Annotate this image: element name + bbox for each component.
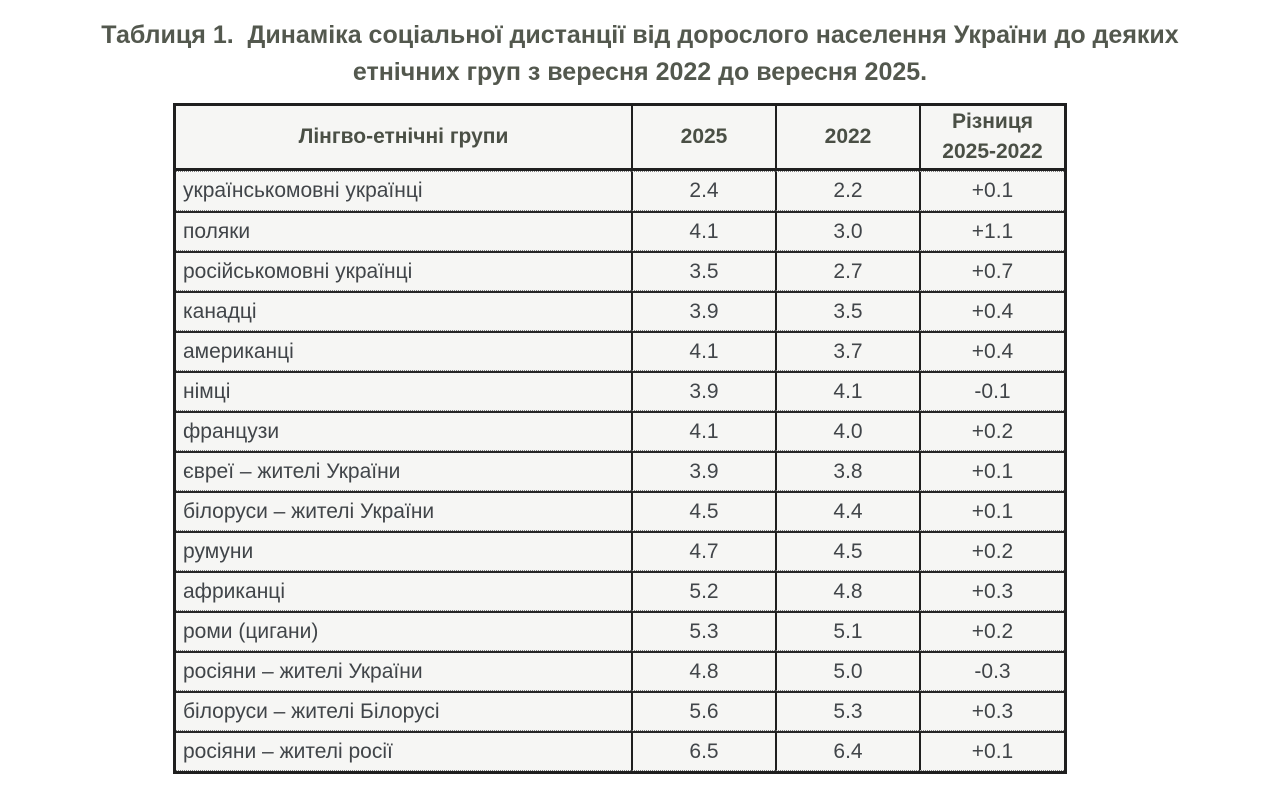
- value-cell: 6.4: [775, 731, 919, 771]
- header-2022: 2022: [775, 106, 919, 171]
- value-cell: 5.0: [775, 651, 919, 691]
- value-cell: 3.7: [775, 331, 919, 371]
- value-cell: 2.7: [775, 251, 919, 291]
- value-cell: 4.5: [631, 491, 775, 531]
- value-cell: +1.1: [919, 211, 1064, 251]
- header-row: Лінгво-етнічні групи 2025 2022 Різниця 2…: [176, 106, 1064, 171]
- value-cell: 2.4: [631, 171, 775, 211]
- header-difference-2025-2022: Різниця 2025-2022: [919, 106, 1064, 171]
- value-cell: 4.8: [775, 571, 919, 611]
- value-cell: 3.9: [631, 291, 775, 331]
- group-name-cell: поляки: [176, 211, 631, 251]
- value-cell: 3.9: [631, 371, 775, 411]
- value-cell: 3.8: [775, 451, 919, 491]
- value-cell: 6.5: [631, 731, 775, 771]
- value-cell: 4.0: [775, 411, 919, 451]
- group-name-cell: російськомовні українці: [176, 251, 631, 291]
- table-row: роми (цигани) 5.3 5.1 +0.2: [176, 611, 1064, 651]
- table-row: євреї – жителі України 3.9 3.8 +0.1: [176, 451, 1064, 491]
- value-cell: 5.1: [775, 611, 919, 651]
- value-cell: 4.8: [631, 651, 775, 691]
- value-cell: 5.3: [631, 611, 775, 651]
- value-cell: 3.5: [631, 251, 775, 291]
- value-cell: 4.1: [631, 411, 775, 451]
- table-header: Лінгво-етнічні групи 2025 2022 Різниця 2…: [176, 106, 1064, 171]
- table-row: французи 4.1 4.0 +0.2: [176, 411, 1064, 451]
- value-cell: 4.1: [631, 331, 775, 371]
- table-row: поляки 4.1 3.0 +1.1: [176, 211, 1064, 251]
- header-2025: 2025: [631, 106, 775, 171]
- table-body: українськомовні українці 2.4 2.2 +0.1 поляки…: [176, 171, 1064, 771]
- value-cell: 4.7: [631, 531, 775, 571]
- table-row: румуни 4.7 4.5 +0.2: [176, 531, 1064, 571]
- group-name-cell: росіяни – жителі України: [176, 651, 631, 691]
- value-cell: +0.1: [919, 451, 1064, 491]
- value-cell: +0.1: [919, 731, 1064, 771]
- value-cell: +0.2: [919, 611, 1064, 651]
- value-cell: 2.2: [775, 171, 919, 211]
- social-distance-table: Лінгво-етнічні групи 2025 2022 Різниця 2…: [173, 103, 1067, 774]
- group-name-cell: росіяни – жителі росії: [176, 731, 631, 771]
- table-row: росіяни – жителі України 4.8 5.0 -0.3: [176, 651, 1064, 691]
- table-row: росіяни – жителі росії 6.5 6.4 +0.1: [176, 731, 1064, 771]
- value-cell: -0.1: [919, 371, 1064, 411]
- value-cell: 3.9: [631, 451, 775, 491]
- value-cell: +0.1: [919, 171, 1064, 211]
- table-row: російськомовні українці 3.5 2.7 +0.7: [176, 251, 1064, 291]
- table-row: американці 4.1 3.7 +0.4: [176, 331, 1064, 371]
- header-lingvo-ethnic-groups: Лінгво-етнічні групи: [176, 106, 631, 171]
- value-cell: -0.3: [919, 651, 1064, 691]
- group-name-cell: білоруси – жителі Білорусі: [176, 691, 631, 731]
- table-title: Таблиця 1. Динаміка соціальної дистанції…: [101, 21, 1179, 86]
- group-name-cell: роми (цигани): [176, 611, 631, 651]
- value-cell: 4.1: [631, 211, 775, 251]
- value-cell: 4.5: [775, 531, 919, 571]
- value-cell: +0.1: [919, 491, 1064, 531]
- group-name-cell: американці: [176, 331, 631, 371]
- value-cell: +0.4: [919, 291, 1064, 331]
- value-cell: 5.2: [631, 571, 775, 611]
- group-name-cell: румуни: [176, 531, 631, 571]
- table-row: українськомовні українці 2.4 2.2 +0.1: [176, 171, 1064, 211]
- value-cell: 3.5: [775, 291, 919, 331]
- value-cell: 3.0: [775, 211, 919, 251]
- table-row: білоруси – жителі України 4.5 4.4 +0.1: [176, 491, 1064, 531]
- value-cell: 5.6: [631, 691, 775, 731]
- group-name-cell: французи: [176, 411, 631, 451]
- value-cell: 4.4: [775, 491, 919, 531]
- value-cell: +0.7: [919, 251, 1064, 291]
- value-cell: +0.4: [919, 331, 1064, 371]
- group-name-cell: українськомовні українці: [176, 171, 631, 211]
- group-name-cell: німці: [176, 371, 631, 411]
- group-name-cell: євреї – жителі України: [176, 451, 631, 491]
- value-cell: +0.2: [919, 411, 1064, 451]
- group-name-cell: африканці: [176, 571, 631, 611]
- value-cell: +0.3: [919, 691, 1064, 731]
- group-name-cell: білоруси – жителі України: [176, 491, 631, 531]
- group-name-cell: канадці: [176, 291, 631, 331]
- table-row: німці 3.9 4.1 -0.1: [176, 371, 1064, 411]
- table-row: африканці 5.2 4.8 +0.3: [176, 571, 1064, 611]
- value-cell: +0.2: [919, 531, 1064, 571]
- table-row: канадці 3.9 3.5 +0.4: [176, 291, 1064, 331]
- value-cell: 4.1: [775, 371, 919, 411]
- table-row: білоруси – жителі Білорусі 5.6 5.3 +0.3: [176, 691, 1064, 731]
- value-cell: +0.3: [919, 571, 1064, 611]
- value-cell: 5.3: [775, 691, 919, 731]
